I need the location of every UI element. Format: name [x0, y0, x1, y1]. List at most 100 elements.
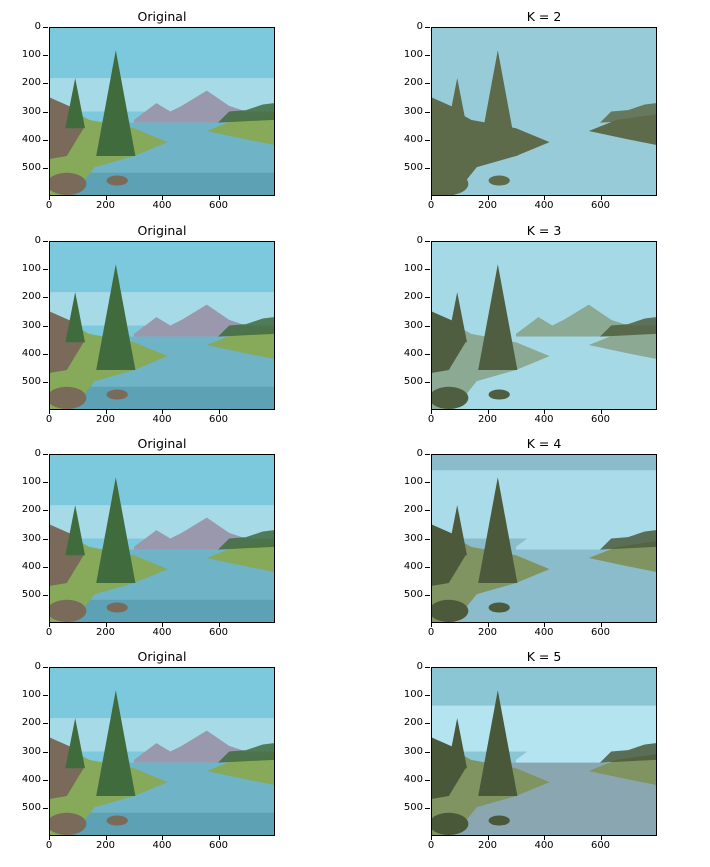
x-tick-mark — [49, 196, 50, 200]
y-tick-mark — [43, 139, 48, 141]
y-tick-label: 400 — [403, 133, 423, 145]
distant-treeline — [600, 317, 656, 337]
y-tick-mark — [425, 167, 430, 169]
x-tick-mark — [431, 836, 432, 840]
y-tick-mark — [43, 381, 48, 383]
image-panel: Original 0 100 200 300 400 500 0 200 400 600 — [0, 650, 290, 860]
x-tick-mark — [487, 623, 489, 627]
pine-tree-small — [65, 292, 85, 343]
y-tick-mark — [425, 510, 430, 512]
x-tick-mark — [218, 196, 220, 200]
x-tick-label: 200 — [477, 627, 498, 638]
x-tick-label: 400 — [534, 200, 554, 211]
y-tick-label: 100 — [21, 49, 41, 61]
x-tick-label: 600 — [590, 840, 611, 851]
y-tick-label: 100 — [403, 49, 423, 61]
x-tick-mark — [431, 410, 432, 414]
y-tick-mark — [43, 83, 48, 85]
y-tick-mark — [43, 241, 48, 242]
image-axes — [49, 667, 275, 836]
distant-treeline — [218, 103, 274, 123]
y-tick-mark — [425, 111, 430, 113]
y-tick-label: 200 — [21, 291, 41, 303]
distant-treeline — [218, 317, 274, 337]
distant-treeline — [218, 743, 274, 763]
landscape-image — [432, 668, 656, 835]
right-bank — [588, 541, 656, 572]
y-tick-label: 200 — [403, 291, 423, 303]
y-tick-label: 200 — [21, 504, 41, 516]
sky-band-lower — [432, 470, 656, 539]
y-tick-label: 0 — [416, 21, 423, 32]
y-tick-mark — [43, 510, 48, 512]
image-panel: K = 5 0 100 200 300 400 500 0 200 400 600 — [382, 650, 672, 860]
y-tick-label: 400 — [21, 773, 41, 785]
y-tick-mark — [425, 454, 430, 455]
right-bank — [588, 754, 656, 785]
y-tick-label: 0 — [416, 661, 423, 672]
image-axes — [431, 241, 657, 410]
y-tick-mark — [425, 566, 430, 568]
y-tick-mark — [425, 241, 430, 242]
distant-treeline — [218, 530, 274, 550]
y-tick-label: 200 — [403, 77, 423, 89]
x-tick-label: 0 — [427, 840, 435, 851]
y-tick-mark — [43, 27, 48, 28]
x-tick-label: 0 — [45, 840, 53, 851]
panel-title: Original — [137, 436, 187, 451]
lake-shadow — [50, 386, 274, 409]
distant-treeline — [600, 103, 656, 123]
lake-shadow — [50, 599, 274, 622]
y-tick-mark — [425, 139, 430, 141]
x-tick-mark — [487, 196, 489, 200]
y-tick-label: 100 — [21, 689, 41, 701]
x-tick-mark — [105, 196, 107, 200]
foreground-rocks — [50, 386, 87, 409]
image-panel: Original 0 100 200 300 400 500 0 200 400 600 — [0, 10, 290, 220]
pine-tree-main — [96, 264, 136, 371]
x-tick-mark — [544, 836, 545, 840]
y-tick-label: 400 — [403, 560, 423, 572]
y-tick-label: 500 — [21, 161, 41, 173]
landscape-image — [50, 242, 274, 409]
y-tick-mark — [43, 269, 48, 271]
x-tick-mark — [105, 410, 107, 414]
x-tick-label: 400 — [534, 627, 554, 638]
landscape-image — [50, 455, 274, 622]
x-tick-mark — [218, 836, 220, 840]
shore-rock — [488, 389, 510, 400]
shore-rock — [106, 815, 128, 826]
x-tick-label: 0 — [45, 200, 53, 211]
sky-band-lower — [432, 705, 656, 752]
y-tick-mark — [425, 779, 430, 781]
x-tick-mark — [487, 410, 489, 414]
panel-title: Original — [137, 223, 187, 238]
y-tick-label: 100 — [403, 263, 423, 275]
y-tick-label: 500 — [21, 588, 41, 600]
sky-haze — [50, 718, 274, 752]
x-tick-label: 600 — [208, 200, 229, 211]
foreground-rocks — [432, 812, 469, 835]
image-axes — [49, 454, 275, 623]
image-panel: Original 0 100 200 300 400 500 0 200 400 600 — [0, 224, 290, 434]
y-tick-mark — [425, 55, 430, 57]
y-tick-label: 300 — [403, 532, 423, 544]
x-tick-label: 600 — [590, 627, 611, 638]
image-axes — [431, 27, 657, 196]
panel-title: K = 4 — [526, 436, 562, 451]
x-tick-mark — [49, 410, 50, 414]
x-tick-mark — [431, 623, 432, 627]
right-bank — [206, 114, 274, 145]
y-tick-label: 0 — [416, 448, 423, 459]
image-panel: K = 4 0 100 200 300 400 500 0 200 400 600 — [382, 437, 672, 647]
y-tick-label: 300 — [21, 532, 41, 544]
sky-band-top — [432, 455, 656, 471]
pine-tree-main — [478, 264, 518, 371]
pine-tree-small — [65, 718, 85, 769]
shore-rock — [106, 389, 128, 400]
y-tick-mark — [43, 751, 48, 753]
foreground-rocks — [50, 812, 87, 835]
x-tick-mark — [105, 623, 107, 627]
pine-tree-small — [447, 292, 467, 343]
x-tick-mark — [162, 623, 163, 627]
